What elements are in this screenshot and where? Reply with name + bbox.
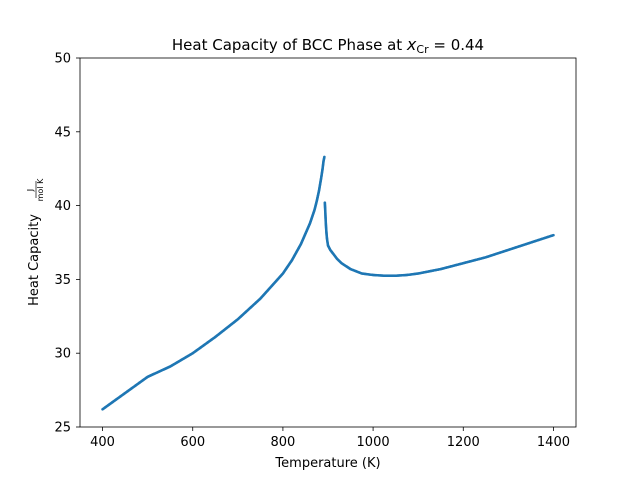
y-axis-label-text: Heat Capacity — [27, 214, 42, 306]
x-tick-label: 1200 — [447, 435, 480, 450]
y-tick-label: 35 — [54, 273, 71, 288]
x-axis-label: Temperature (K) — [274, 456, 380, 471]
y-axis-unit-denominator: mol K — [36, 178, 45, 201]
data-point — [552, 233, 555, 237]
x-axis: 400 600 800 1000 1200 1400 — [90, 427, 570, 450]
y-axis-label: Heat Capacity J mol K — [26, 178, 45, 306]
y-tick-label: 30 — [54, 347, 71, 362]
y-tick-label: 45 — [54, 125, 71, 140]
y-tick-label: 40 — [54, 199, 71, 214]
y-axis: 25 30 35 40 45 50 — [54, 52, 80, 436]
data-point — [323, 155, 326, 159]
title-prefix: Heat Capacity of BCC Phase at — [172, 36, 407, 54]
x-tick-label: 600 — [180, 435, 205, 450]
title-variable: x — [406, 35, 417, 54]
chart-title: Heat Capacity of BCC Phase at xCr = 0.44 — [172, 35, 484, 56]
title-subscript: Cr — [416, 43, 429, 56]
data-points — [101, 155, 555, 411]
y-tick-label: 50 — [54, 52, 71, 67]
plot-frame — [79, 57, 577, 428]
y-axis-unit-numerator: J — [26, 189, 35, 192]
x-tick-label: 800 — [270, 435, 295, 450]
x-tick-label: 400 — [90, 435, 115, 450]
x-tick-label: 1400 — [537, 435, 570, 450]
title-suffix: = 0.44 — [429, 36, 485, 54]
y-tick-label: 25 — [54, 421, 71, 436]
x-tick-label: 1000 — [357, 435, 390, 450]
